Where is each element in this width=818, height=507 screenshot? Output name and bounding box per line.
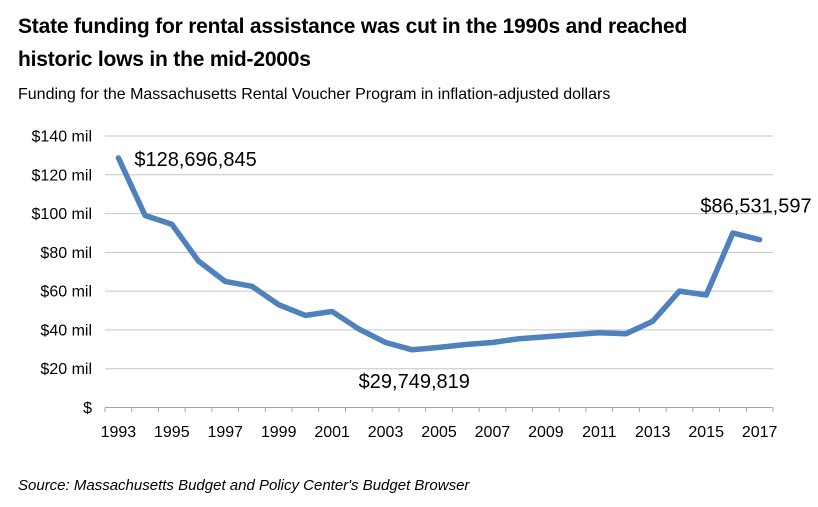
x-axis-label: 2007 [475, 424, 511, 441]
x-axis-label: 1997 [207, 424, 243, 441]
x-axis-label: 2015 [688, 424, 724, 441]
y-axis-label: $ [83, 400, 92, 417]
y-axis-label: $20 mil [40, 361, 92, 378]
x-axis-label: 1993 [101, 424, 137, 441]
y-axis-label: $100 mil [32, 206, 92, 223]
y-axis-label: $80 mil [40, 245, 92, 262]
y-axis-label: $40 mil [40, 322, 92, 339]
x-axis-label: 2011 [582, 424, 617, 441]
chart-title-line-1: State funding for rental assistance was … [18, 15, 688, 38]
x-axis-label: 2003 [368, 424, 404, 441]
x-axis-label: 1995 [154, 424, 190, 441]
chart-subtitle: Funding for the Massachusetts Rental Vou… [18, 86, 611, 103]
funding-line-series [115, 155, 763, 353]
chart-title: State funding for rental assistance was … [18, 10, 778, 76]
x-axis-label: 2005 [421, 424, 457, 441]
y-axis-label: $60 mil [40, 284, 92, 301]
source-note: Source: Massachusetts Budget and Policy … [18, 477, 470, 494]
y-axis-label: $120 mil [32, 167, 92, 184]
x-axis-label: 2013 [635, 424, 671, 441]
data-label: $29,749,819 [359, 371, 470, 393]
data-label: $128,696,845 [134, 149, 256, 171]
x-axis-label: 2001 [314, 424, 350, 441]
x-axis-label: 1999 [261, 424, 297, 441]
x-axis-label: 2017 [742, 424, 778, 441]
data-label: $86,531,597 [700, 196, 811, 218]
chart-title-line-2: historic lows in the mid-2000s [18, 48, 311, 71]
x-axis-label: 2009 [528, 424, 564, 441]
y-axis-label: $140 mil [32, 129, 92, 146]
